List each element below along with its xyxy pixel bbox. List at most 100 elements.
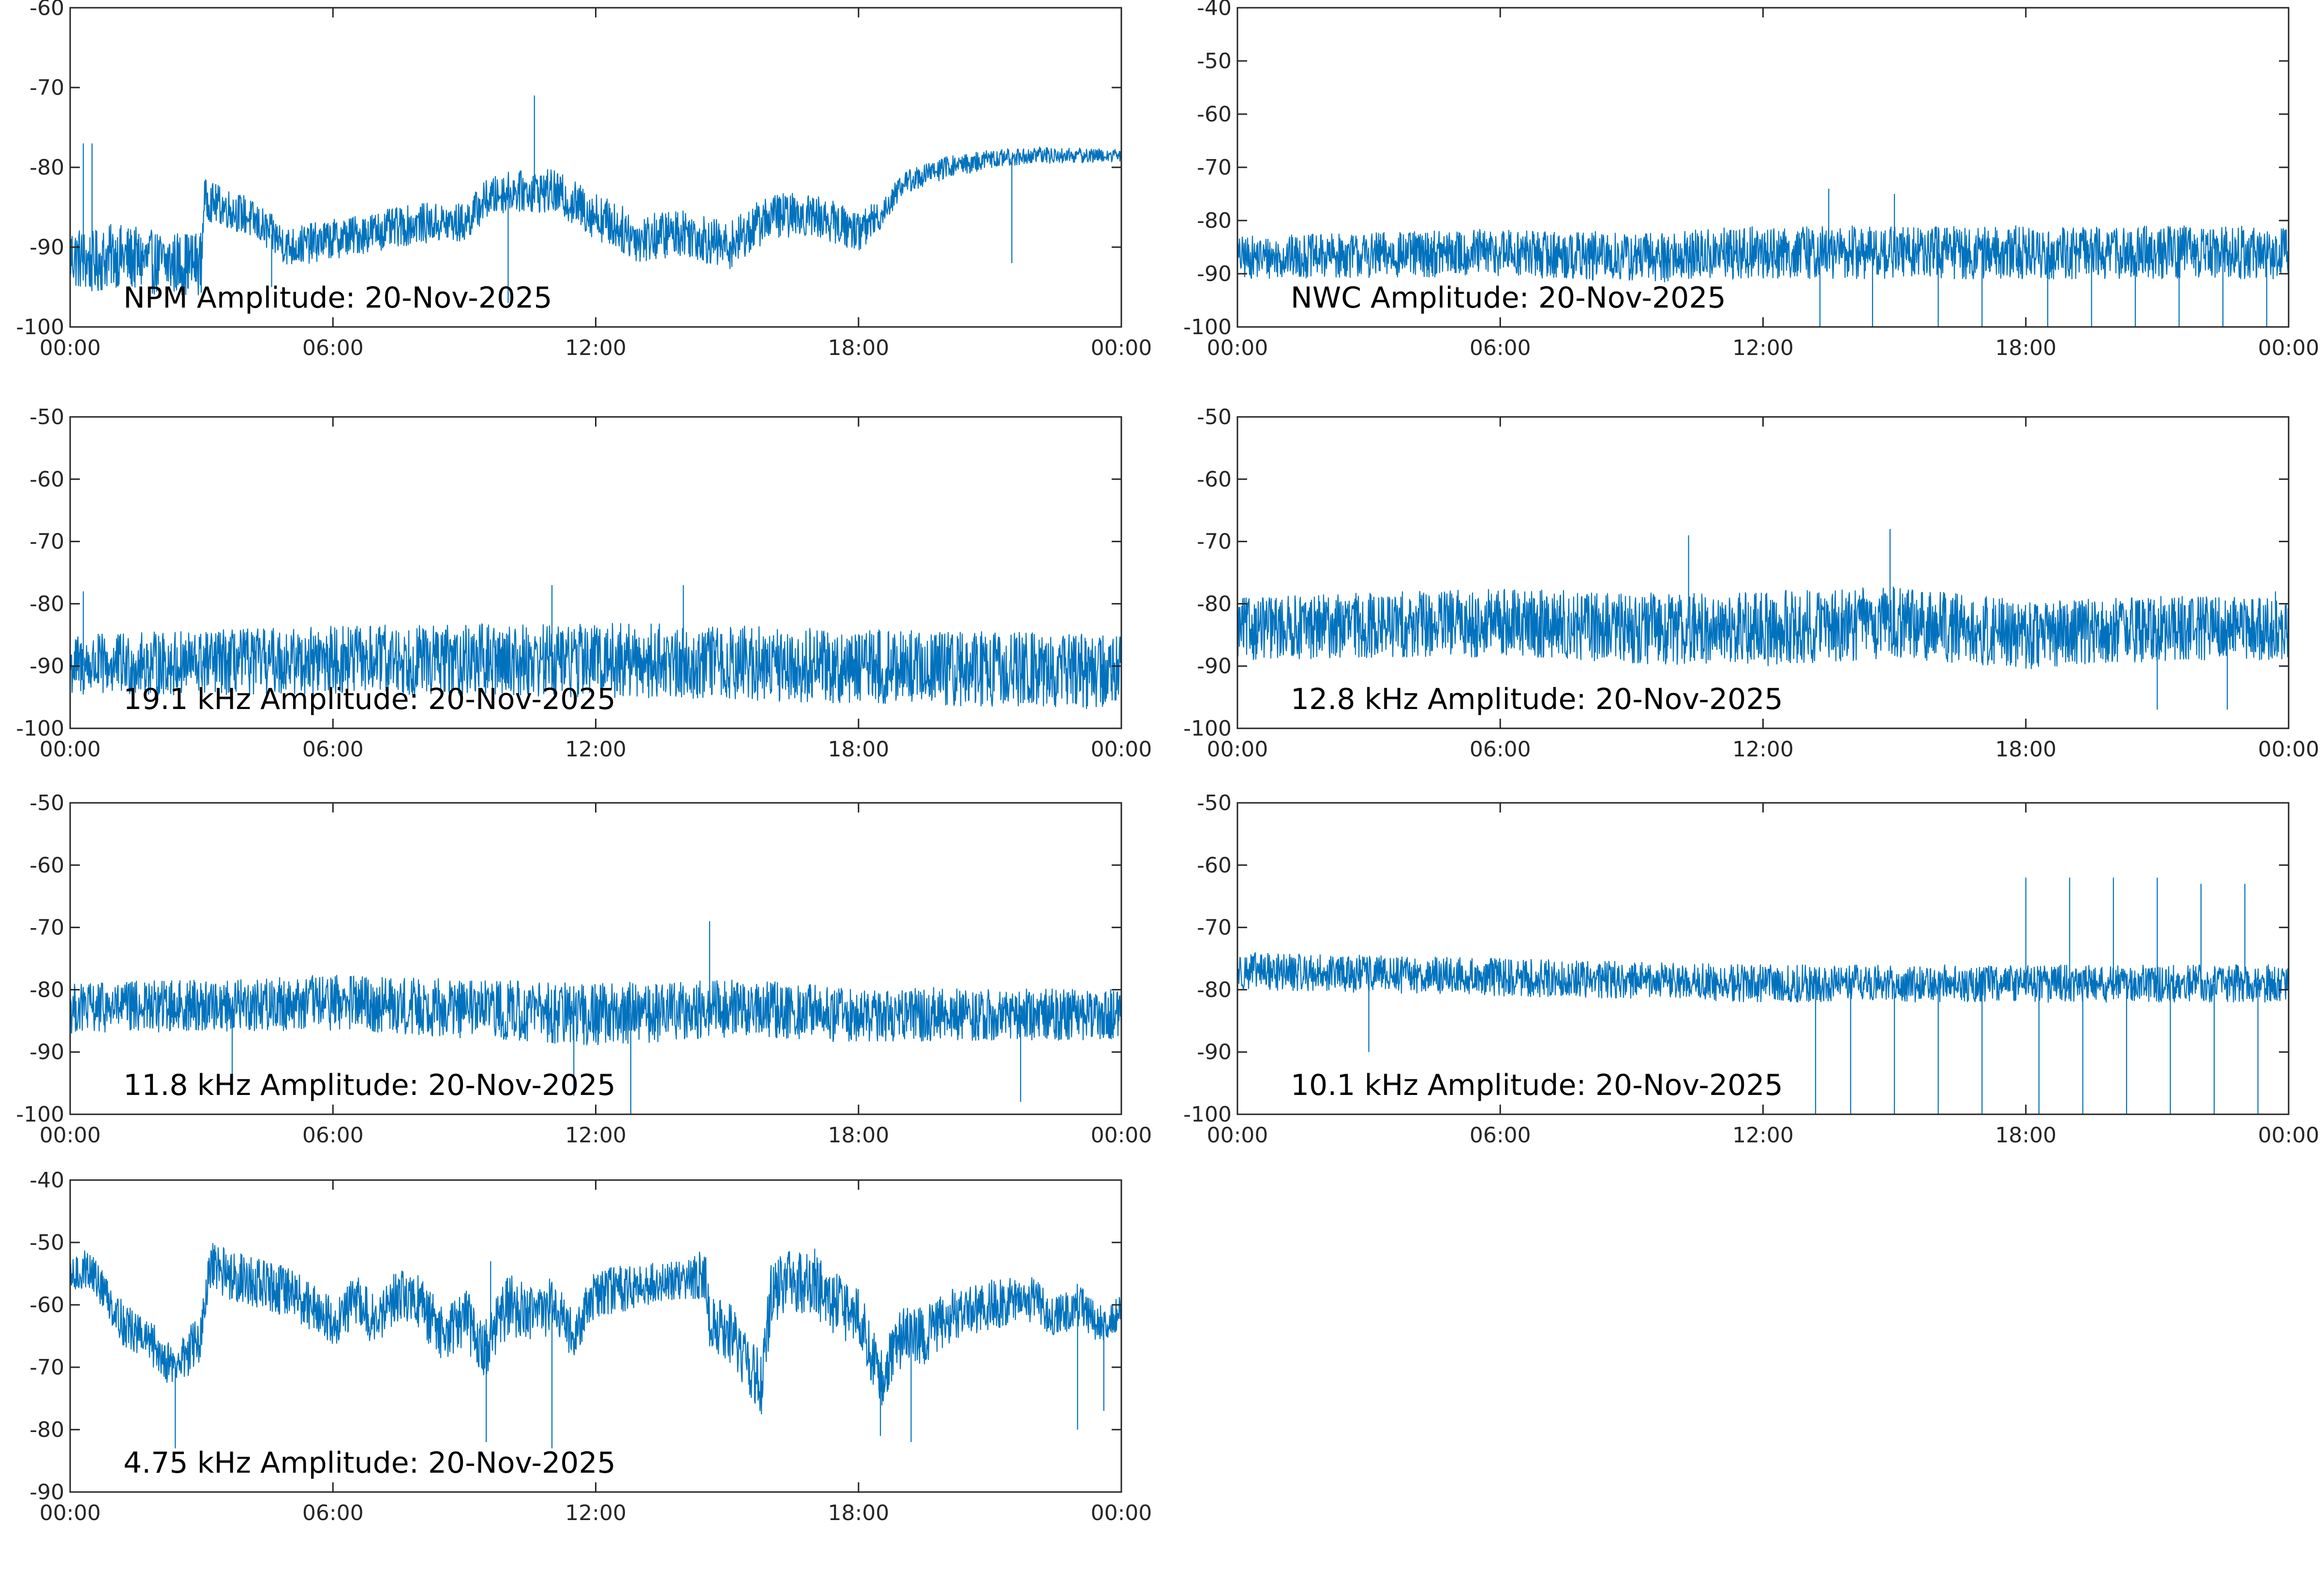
- x-tick-label: 18:00: [1995, 336, 2056, 360]
- y-tick-label: -80: [1197, 591, 1232, 616]
- x-tick-label: 18:00: [828, 737, 889, 762]
- x-tick-label: 00:00: [1091, 1123, 1152, 1148]
- panel-11-8-khz: -100 -90 -80 -70 -60 -50 00:00 06:00 12:00 18:00 0…: [16, 791, 1152, 1148]
- x-tick-label: 12:00: [565, 1501, 626, 1525]
- x-tick-label: 00:00: [40, 1501, 101, 1525]
- y-tick-label: -100: [1183, 716, 1232, 741]
- y-tick-label: -70: [30, 75, 64, 100]
- x-tick-label: 12:00: [1732, 1123, 1794, 1148]
- y-tick-label: -80: [1197, 208, 1232, 233]
- series-line: [70, 1243, 1121, 1448]
- panel-nwc: -100 -90 -80 -70 -60 -50 -40 00:00 06:00 12:00 18:…: [1183, 0, 2319, 360]
- panel-title: 10.1 kHz Amplitude: 20-Nov-2025: [1291, 1068, 1783, 1102]
- y-tick-label: -90: [30, 1040, 64, 1064]
- axes-frame: [69, 1179, 1122, 1493]
- x-tick-label: 06:00: [302, 737, 364, 762]
- y-tick-label: -60: [30, 1293, 64, 1317]
- x-tick-label: 00:00: [40, 1123, 101, 1148]
- panel-title: NPM Amplitude: 20-Nov-2025: [123, 281, 552, 315]
- y-tick-label: -60: [1197, 853, 1232, 878]
- x-tick-label: 12:00: [1732, 737, 1794, 762]
- y-tick-label: -70: [1197, 916, 1232, 940]
- x-tick-label: 00:00: [1207, 336, 1268, 360]
- y-tick-label: -90: [1197, 262, 1232, 286]
- y-tick-label: -80: [30, 977, 64, 1002]
- y-tick-label: -100: [16, 1102, 64, 1127]
- x-tick-label: 06:00: [302, 336, 364, 360]
- x-tick-label: 00:00: [2258, 737, 2320, 762]
- panel-title: 4.75 kHz Amplitude: 20-Nov-2025: [123, 1446, 616, 1480]
- y-tick-label: -90: [30, 235, 64, 260]
- panel-19-1-khz: -100 -90 -80 -70 -60 -50 00:00 06:00 12:00 18:00 0…: [16, 405, 1152, 762]
- panel-npm: -100 -90 -80 -70 -60 00:00 06:00 12:00 18:00 00:0…: [16, 0, 1152, 360]
- y-tick-label: -50: [30, 791, 64, 815]
- y-tick-label: -80: [30, 1418, 64, 1442]
- x-tick-label: 18:00: [828, 1501, 889, 1525]
- series-line: [1237, 189, 2289, 327]
- y-tick-label: -80: [30, 591, 64, 616]
- y-tick-label: -70: [30, 530, 64, 554]
- x-tick-label: 12:00: [565, 336, 626, 360]
- series-line: [1237, 877, 2289, 1114]
- x-tick-label: 18:00: [828, 1123, 889, 1148]
- y-tick-label: -60: [1197, 467, 1232, 492]
- x-tick-label: 00:00: [40, 336, 101, 360]
- x-tick-label: 06:00: [1470, 737, 1531, 762]
- panel-4-75-khz: -90 -80 -70 -60 -50 -40 00:00 06:00 12:00 18:00 00…: [30, 1168, 1152, 1525]
- y-tick-label: -60: [30, 0, 64, 20]
- y-tick-label: -50: [1197, 405, 1232, 429]
- x-tick-label: 00:00: [1091, 737, 1152, 762]
- y-tick-label: -100: [16, 315, 64, 340]
- x-tick-label: 12:00: [565, 1123, 626, 1148]
- x-tick-label: 00:00: [40, 737, 101, 762]
- y-tick-label: -50: [1197, 49, 1232, 74]
- x-tick-label: 06:00: [302, 1501, 364, 1525]
- y-tick-label: -90: [30, 1480, 64, 1505]
- x-tick-label: 00:00: [1207, 1123, 1268, 1148]
- y-tick-label: -90: [1197, 1040, 1232, 1064]
- x-tick-label: 06:00: [1470, 1123, 1531, 1148]
- x-tick-label: 18:00: [1995, 737, 2056, 762]
- x-tick-label: 12:00: [1732, 336, 1794, 360]
- panel-title: 12.8 kHz Amplitude: 20-Nov-2025: [1291, 682, 1783, 716]
- y-tick-label: -70: [1197, 155, 1232, 180]
- axes-frame: [1236, 416, 2290, 729]
- axes-frame: [69, 802, 1122, 1115]
- y-tick-label: -60: [30, 467, 64, 492]
- x-tick-label: 00:00: [1091, 1501, 1152, 1525]
- series-line: [1237, 529, 2289, 710]
- y-tick-label: -100: [16, 716, 64, 741]
- axes-frame: [1236, 7, 2290, 328]
- y-tick-label: -70: [30, 1355, 64, 1380]
- y-tick-label: -70: [30, 916, 64, 940]
- panel-10-1-khz: -100 -90 -80 -70 -60 -50 00:00 06:00 12:00 18:00 0…: [1183, 791, 2319, 1148]
- y-tick-label: -50: [30, 1230, 64, 1255]
- y-tick-label: -90: [1197, 654, 1232, 679]
- x-tick-label: 00:00: [2258, 1123, 2320, 1148]
- series-line: [70, 585, 1121, 709]
- y-tick-label: -100: [1183, 1102, 1232, 1127]
- y-tick-label: -80: [30, 155, 64, 180]
- x-tick-label: 18:00: [828, 336, 889, 360]
- x-tick-label: 00:00: [1091, 336, 1152, 360]
- y-tick-label: -70: [1197, 530, 1232, 554]
- x-tick-label: 18:00: [1995, 1123, 2056, 1148]
- series-line: [70, 921, 1121, 1114]
- y-tick-label: -100: [1183, 315, 1232, 340]
- x-tick-label: 06:00: [302, 1123, 364, 1148]
- panel-12-8-khz: -100 -90 -80 -70 -60 -50 00:00 06:00 12:00 18:00 0…: [1183, 405, 2319, 762]
- y-tick-label: -60: [1197, 102, 1232, 127]
- panel-title: NWC Amplitude: 20-Nov-2025: [1291, 281, 1726, 315]
- series-line: [70, 95, 1121, 303]
- x-tick-label: 00:00: [2258, 336, 2320, 360]
- y-tick-label: -50: [30, 405, 64, 429]
- y-tick-label: -40: [1197, 0, 1232, 20]
- x-tick-label: 12:00: [565, 737, 626, 762]
- y-tick-label: -80: [1197, 977, 1232, 1002]
- y-tick-label: -50: [1197, 791, 1232, 815]
- y-tick-label: -90: [30, 654, 64, 679]
- y-tick-label: -60: [30, 853, 64, 878]
- y-tick-label: -40: [30, 1168, 64, 1193]
- panel-title: 19.1 kHz Amplitude: 20-Nov-2025: [123, 682, 616, 716]
